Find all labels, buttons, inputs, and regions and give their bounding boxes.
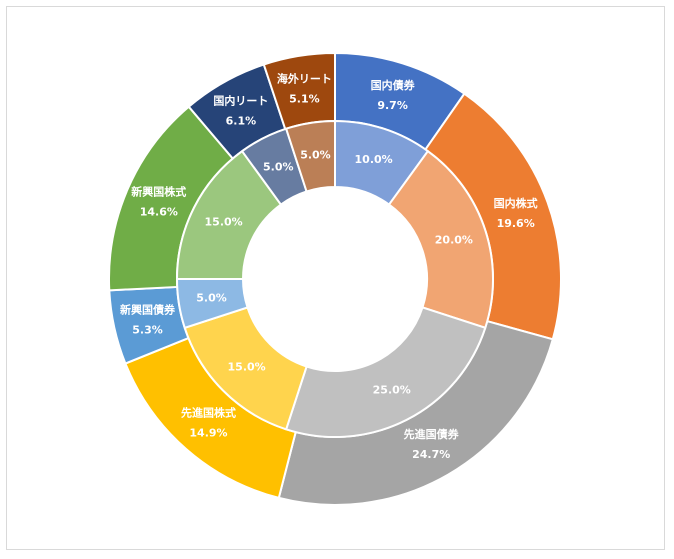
outer-category-label: 新興国株式	[131, 185, 186, 199]
inner-value-label: 15.0%	[205, 215, 243, 228]
outer-category-label: 先進国債券	[404, 427, 460, 441]
donut-chart: 国内債券 9.7% 国内株式 19.6% 先進国債券 24.7% 先進国株式 14.9% 新興国…	[108, 51, 562, 506]
outer-category-label: 国内債券	[371, 78, 416, 92]
inner-slice-2	[284, 306, 487, 438]
inner-value-label: 5.0%	[300, 149, 331, 162]
outer-value-label: 5.1%	[289, 92, 320, 105]
outer-category-label: 新興国債券	[120, 302, 176, 316]
inner-ring	[175, 119, 494, 438]
outer-value-label: 6.1%	[226, 115, 257, 128]
outer-value-label: 5.3%	[132, 323, 163, 336]
inner-slice-7	[284, 119, 336, 193]
inner-value-label: 20.0%	[435, 233, 473, 246]
outer-value-label: 24.7%	[412, 448, 450, 461]
outer-category-label: 国内リート	[213, 94, 268, 108]
outer-value-label: 14.6%	[140, 206, 178, 219]
outer-value-label: 19.6%	[497, 217, 535, 230]
outer-category-label: 海外リート	[277, 71, 332, 85]
outer-value-label: 9.7%	[377, 99, 408, 112]
data-labels: 国内債券 9.7% 国内株式 19.6% 先進国債券 24.7% 先進国株式 14.9% 新興国…	[120, 71, 538, 461]
inner-value-label: 10.0%	[355, 153, 393, 166]
inner-value-label: 15.0%	[228, 360, 266, 373]
outer-category-label: 先進国株式	[181, 405, 236, 419]
outer-category-label: 国内株式	[494, 196, 538, 210]
inner-value-label: 5.0%	[196, 292, 227, 305]
inner-value-label: 5.0%	[263, 161, 294, 174]
chart-area: 国内債券 9.7% 国内株式 19.6% 先進国債券 24.7% 先進国株式 14.9% 新興国…	[6, 6, 665, 550]
inner-value-label: 25.0%	[373, 383, 411, 396]
outer-value-label: 14.9%	[189, 426, 227, 439]
